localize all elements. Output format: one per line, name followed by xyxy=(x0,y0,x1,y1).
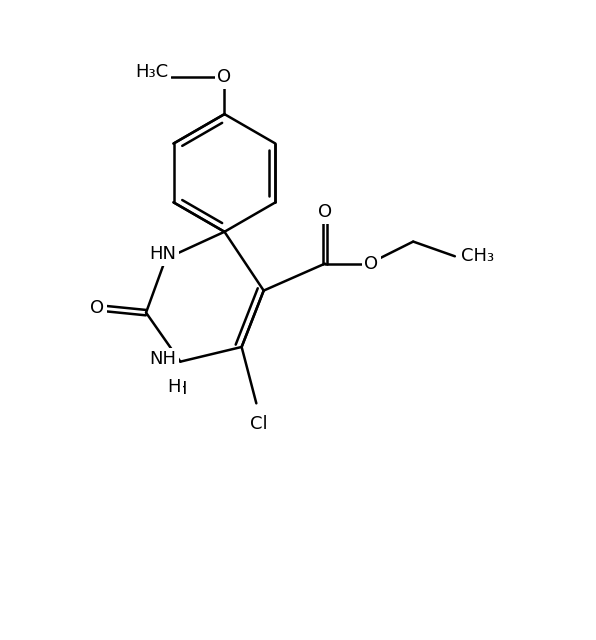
Text: H: H xyxy=(173,380,187,397)
Text: O: O xyxy=(365,255,378,273)
Text: HN: HN xyxy=(150,245,176,263)
Text: Cl: Cl xyxy=(250,415,268,433)
Text: H: H xyxy=(167,378,181,396)
Text: NH: NH xyxy=(150,350,176,368)
Text: CH₃: CH₃ xyxy=(461,247,494,265)
Text: H₃C: H₃C xyxy=(135,63,168,81)
Text: O: O xyxy=(318,203,332,221)
Text: N: N xyxy=(162,355,175,373)
Text: O: O xyxy=(90,299,104,317)
Text: O: O xyxy=(218,68,231,86)
